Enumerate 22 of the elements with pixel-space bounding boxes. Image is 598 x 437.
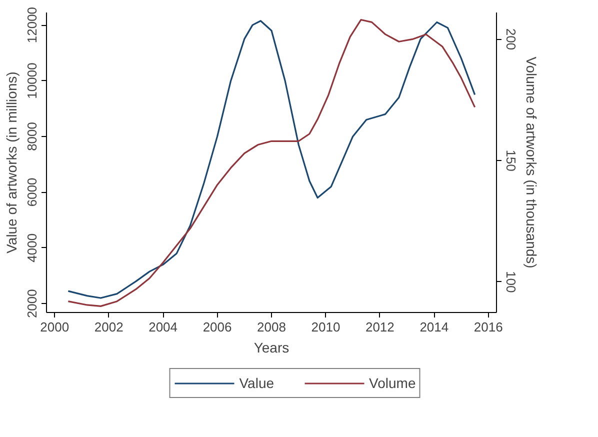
x-axis-title: Years <box>254 340 290 356</box>
x-tick-label: 2014 <box>420 320 449 334</box>
x-tick-label: 2004 <box>148 320 178 334</box>
y2-axis-title: Volume of artworks (in thousands) <box>524 56 540 268</box>
y-axis-title: Value of artworks (in millions) <box>4 72 20 254</box>
x-tick-label: 2012 <box>365 320 394 334</box>
x-tick-label: 2016 <box>474 320 503 334</box>
y-tick-label: 8000 <box>24 122 40 151</box>
x-tick-label: 2000 <box>40 320 70 334</box>
y-tick-label: 4000 <box>24 233 40 262</box>
y2-tick-label: 100 <box>504 271 518 293</box>
x-tick-label: 2006 <box>202 320 232 334</box>
y2-tick-label: 150 <box>504 150 518 172</box>
legend-label: Volume <box>369 375 416 391</box>
y2-tick-label: 200 <box>504 28 518 50</box>
x-tick-label: 2008 <box>257 320 286 334</box>
x-tick-label: 2002 <box>94 320 124 334</box>
x-tick-label: 2010 <box>311 320 340 334</box>
y-tick-label: 6000 <box>24 178 40 207</box>
y-tick-label: 12000 <box>24 6 40 44</box>
y-tick-label: 10000 <box>24 62 40 99</box>
legend-label: Value <box>239 375 274 391</box>
